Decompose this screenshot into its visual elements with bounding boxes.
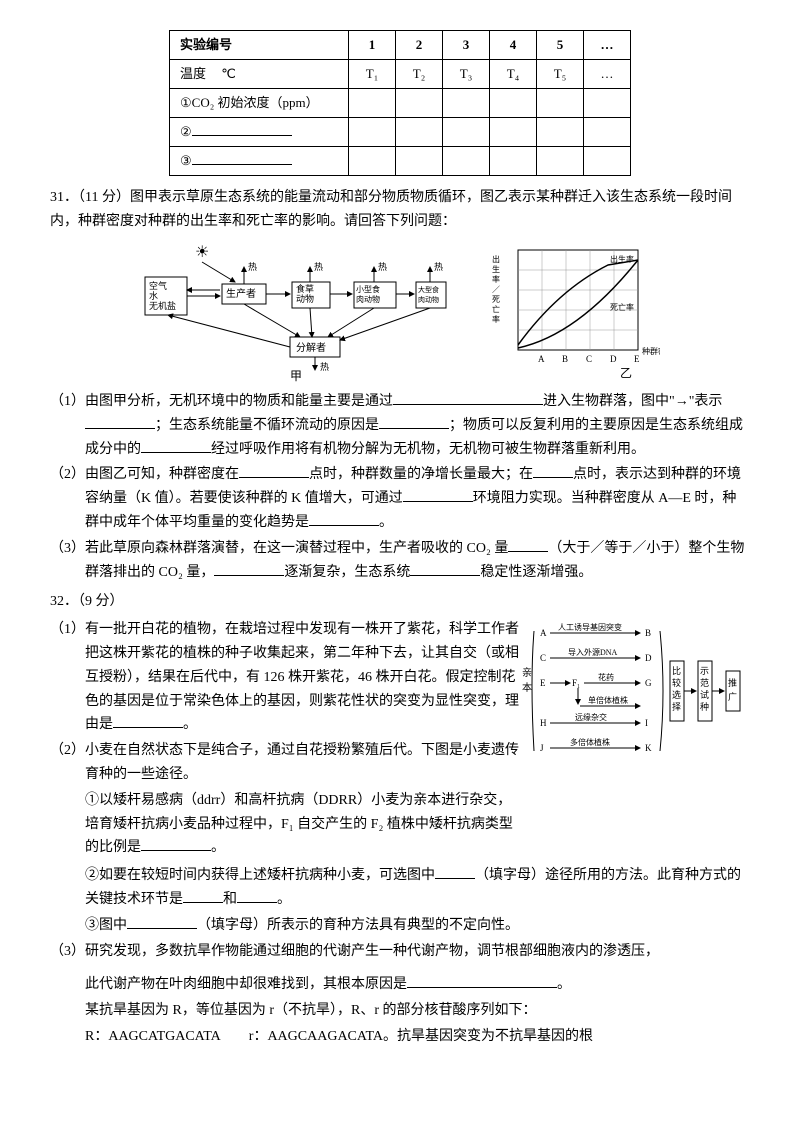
- q31-1: （1）由图甲分析，无机环境中的物质和能量主要是通过进入生物群落，图中"→"表示；…: [50, 390, 750, 461]
- svg-text:乙: 乙: [620, 366, 632, 380]
- svg-text:热: 热: [320, 361, 329, 372]
- svg-text:E: E: [634, 354, 640, 364]
- svg-text:I: I: [645, 718, 648, 728]
- svg-text:出生率: 出生率: [610, 254, 634, 264]
- svg-text:G: G: [645, 678, 652, 688]
- svg-text:K: K: [645, 743, 652, 753]
- q32-2-1: ①以矮杆易感病（ddrr）和高杆抗病（DDRR）小麦为亲本进行杂交，培育矮杆抗病…: [50, 789, 520, 860]
- svg-text:人工诱导基因突变: 人工诱导基因突变: [558, 622, 622, 632]
- experiment-table: 实验编号 1 2 3 4 5 … 温度 ℃ T₁ T₂ T₃ T₄ T₅ … ①…: [169, 30, 631, 176]
- svg-text:☀: ☀: [195, 244, 209, 261]
- svg-text:本: 本: [522, 681, 532, 694]
- svg-text:B: B: [562, 354, 568, 364]
- svg-text:D: D: [645, 653, 652, 663]
- svg-text:试: 试: [700, 689, 709, 700]
- svg-text:动物: 动物: [296, 293, 314, 304]
- q32-3d: 某抗旱基因为 R，等位基因为 r（不抗旱），R、r 的部分核苷酸序列如下：: [50, 999, 750, 1023]
- svg-text:食草: 食草: [296, 283, 314, 294]
- svg-text:单倍体植株: 单倍体植株: [588, 695, 628, 705]
- svg-text:F₁: F₁: [572, 678, 580, 688]
- svg-text:比: 比: [672, 665, 681, 676]
- svg-text:C: C: [540, 653, 546, 663]
- q32-2-2: ②如要在较短时间内获得上述矮杆抗病种小麦，可选图中（填字母）途径所用的方法。此育…: [50, 864, 750, 912]
- svg-text:多倍体植株: 多倍体植株: [570, 737, 610, 747]
- svg-text:导入外源DNA: 导入外源DNA: [568, 647, 618, 657]
- svg-text:广: 广: [728, 691, 737, 702]
- svg-text:H: H: [540, 718, 547, 728]
- svg-text:J: J: [540, 743, 544, 753]
- svg-text:亲: 亲: [522, 666, 532, 679]
- svg-text:热: 热: [248, 261, 257, 272]
- q32-3: （3）研究发现，多数抗旱作物能通过细胞的代谢产生一种代谢产物，调节根部细胞液内的…: [50, 940, 750, 964]
- q32-3b: 此代谢产物在叶肉细胞中却很难找到，其根本原因是。: [50, 973, 750, 997]
- svg-text:示: 示: [700, 666, 709, 676]
- svg-text:率: 率: [492, 274, 500, 284]
- svg-text:种群密度: 种群密度: [642, 346, 660, 356]
- svg-text:死亡率: 死亡率: [610, 302, 634, 312]
- svg-text:E: E: [540, 678, 546, 688]
- svg-text:肉动物: 肉动物: [356, 294, 380, 304]
- svg-text:选: 选: [672, 689, 681, 700]
- svg-text:出: 出: [492, 254, 500, 264]
- svg-text:死: 死: [492, 295, 500, 304]
- svg-text:生: 生: [492, 264, 500, 274]
- q31-figures: ☀ 空气 水 无机盐 生产者 食草动物 小型食肉动物 大型食肉动物 热 热 热 …: [50, 242, 750, 382]
- svg-text:肉动物: 肉动物: [418, 295, 439, 304]
- svg-text:范: 范: [700, 677, 709, 688]
- svg-text:／: ／: [492, 285, 500, 294]
- q32-2-3: ③图中（填字母）所表示的育种方法具有典型的不定向性。: [50, 914, 750, 938]
- svg-text:B: B: [645, 628, 651, 638]
- svg-text:C: C: [586, 354, 592, 364]
- svg-text:A: A: [540, 628, 547, 638]
- svg-text:甲: 甲: [290, 369, 302, 382]
- svg-text:D: D: [610, 354, 617, 364]
- q31-2: （2）由图乙可知，种群密度在点时，种群数量的净增长量最大；在点时，表示达到种群的…: [50, 463, 750, 534]
- q32-title: 32．（9 分）: [50, 590, 750, 614]
- svg-text:热: 热: [314, 261, 323, 272]
- q32-2: （2）小麦在自然状态下是纯合子，通过自花授粉繁殖后代。下图是小麦遗传育种的一些途…: [50, 739, 520, 787]
- svg-text:水: 水: [149, 290, 158, 301]
- svg-text:大型食: 大型食: [418, 285, 439, 294]
- svg-text:A: A: [538, 354, 545, 364]
- svg-text:小型食: 小型食: [356, 284, 380, 294]
- svg-text:花药: 花药: [598, 672, 614, 682]
- th-label: 实验编号: [170, 31, 349, 60]
- q32-3e: R：AAGCATGACATA r：AAGCAAGACATA。抗旱基因突变为不抗旱…: [50, 1025, 750, 1049]
- svg-text:热: 热: [434, 261, 443, 272]
- svg-text:无机盐: 无机盐: [149, 300, 176, 311]
- svg-text:生产者: 生产者: [226, 287, 256, 300]
- svg-text:远缘杂交: 远缘杂交: [575, 712, 607, 722]
- breeding-diagram: 亲 本 A 人工诱导基因突变 B C 导入外源DNA D E F₁ 花药 G 单倍体植株 H…: [520, 616, 750, 766]
- svg-text:分解者: 分解者: [296, 341, 326, 354]
- svg-text:种: 种: [700, 701, 709, 712]
- figure-jia: ☀ 空气 水 无机盐 生产者 食草动物 小型食肉动物 大型食肉动物 热 热 热 …: [140, 242, 450, 382]
- figure-yi: 出生率 死亡率 AB CDE 种群密度 出生 率／ 死亡 率 乙: [490, 242, 660, 382]
- svg-text:亡: 亡: [492, 304, 500, 314]
- q31-title: 31．（11 分）图甲表示草原生态系统的能量流动和部分物质物质循环，图乙表示某种…: [50, 186, 750, 234]
- q31-3: （3）若此草原向森林群落演替，在这一演替过程中，生产者吸收的 CO₂ 量（大于／…: [50, 537, 750, 585]
- svg-text:推: 推: [728, 677, 737, 688]
- svg-text:率: 率: [492, 314, 500, 324]
- svg-text:较: 较: [672, 677, 681, 688]
- svg-text:择: 择: [672, 701, 681, 712]
- svg-text:空气: 空气: [149, 280, 167, 291]
- svg-text:热: 热: [378, 261, 387, 272]
- q32-1: （1）有一批开白花的植物，在栽培过程中发现有一株开了紫花，科学工作者把这株开紫花…: [50, 618, 520, 737]
